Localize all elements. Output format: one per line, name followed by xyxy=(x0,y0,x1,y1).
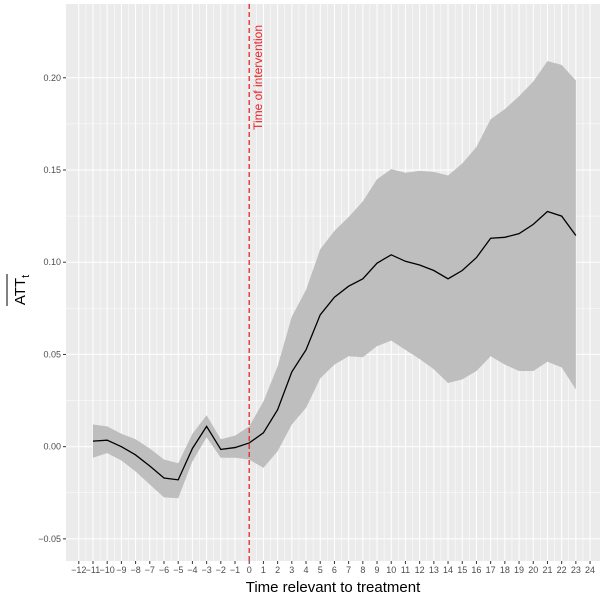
x-tick-label: −6 xyxy=(159,565,169,575)
x-tick-label: 5 xyxy=(318,565,323,575)
y-tick-label: 0.00 xyxy=(43,442,61,452)
x-tick-label: 8 xyxy=(360,565,365,575)
x-tick-label: 24 xyxy=(585,565,595,575)
confidence-band xyxy=(92,61,576,499)
x-tick-label: −4 xyxy=(187,565,197,575)
x-tick-label: −3 xyxy=(201,565,211,575)
x-tick-label: 3 xyxy=(289,565,294,575)
y-tick-label: 0.10 xyxy=(43,257,61,267)
svg-text:ATTt: ATTt xyxy=(12,275,32,305)
x-tick-label: 1 xyxy=(261,565,266,575)
y-tick-label: 0.05 xyxy=(43,349,61,359)
x-tick-label: −10 xyxy=(100,565,115,575)
x-tick-label: 13 xyxy=(429,565,439,575)
y-axis-ticks: −0.05 0.00 0.05 0.10 0.15 0.20 xyxy=(38,73,66,544)
x-axis-title: Time relevant to treatment xyxy=(246,579,421,596)
y-axis-title: ATTt xyxy=(6,274,32,306)
x-tick-label: 19 xyxy=(514,565,524,575)
x-tick-label: −11 xyxy=(86,565,101,575)
x-tick-label: 18 xyxy=(500,565,510,575)
x-tick-label: 4 xyxy=(304,565,309,575)
x-tick-label: 17 xyxy=(486,565,496,575)
x-tick-label: −8 xyxy=(130,565,140,575)
x-tick-label: 16 xyxy=(471,565,481,575)
x-tick-label: 15 xyxy=(457,565,467,575)
y-tick-label: −0.05 xyxy=(38,534,61,544)
x-tick-label: 7 xyxy=(346,565,351,575)
x-tick-label: 0 xyxy=(247,565,252,575)
x-tick-label: 9 xyxy=(375,565,380,575)
intervention-annotation: Time of intervention xyxy=(251,25,265,130)
x-tick-label: −9 xyxy=(116,565,126,575)
y-axis-title-subscript: t xyxy=(20,275,32,278)
x-tick-label: −2 xyxy=(216,565,226,575)
x-tick-label: 21 xyxy=(542,565,552,575)
x-tick-label: 14 xyxy=(443,565,453,575)
x-tick-label: −7 xyxy=(145,565,155,575)
x-tick-label: 6 xyxy=(332,565,337,575)
x-tick-label: 10 xyxy=(386,565,396,575)
x-tick-label: 11 xyxy=(401,565,410,575)
y-tick-label: 0.20 xyxy=(43,73,61,83)
att-estimate-line xyxy=(92,210,577,481)
x-tick-label: 2 xyxy=(275,565,280,575)
minor-gridlines xyxy=(66,4,600,561)
x-tick-label: 12 xyxy=(415,565,425,575)
y-axis-title-main: ATT xyxy=(12,278,29,305)
x-tick-label: −5 xyxy=(173,565,183,575)
x-tick-label: 22 xyxy=(557,565,567,575)
y-tick-label: 0.15 xyxy=(43,165,61,175)
x-tick-label: −1 xyxy=(230,565,240,575)
x-axis-ticks: −12 −11 −10 −9 −8 −7 −6 −5 −4 −3 −2 −1 0 1 2 3 4 5 6 7 8 9 10 1… xyxy=(71,561,595,575)
x-tick-label: −12 xyxy=(71,565,86,575)
x-tick-label: 20 xyxy=(528,565,538,575)
x-tick-label: 23 xyxy=(571,565,581,575)
